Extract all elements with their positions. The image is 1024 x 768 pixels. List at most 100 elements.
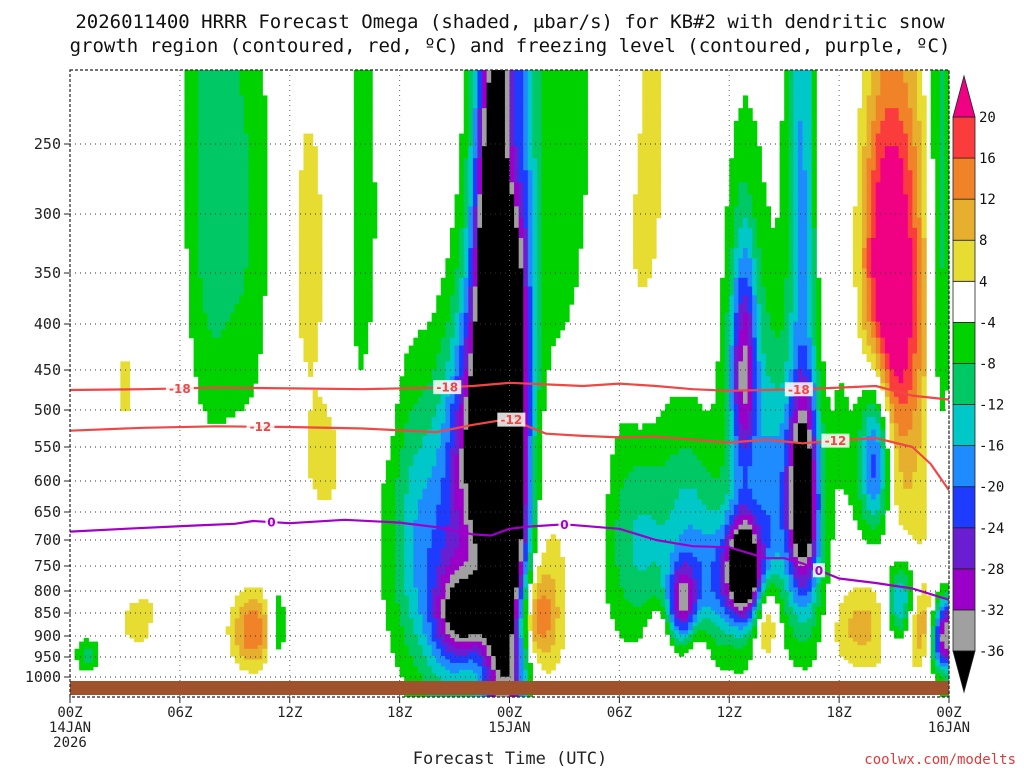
omega-cell [353, 258, 373, 269]
omega-cell [916, 603, 932, 608]
omega-cell [390, 448, 401, 456]
omega-cell [797, 353, 808, 362]
omega-cell [463, 182, 469, 195]
omega-cell [605, 599, 630, 604]
omega-cell [729, 471, 735, 479]
omega-cell [459, 353, 465, 362]
omega-cell [880, 158, 904, 171]
omega-cell [912, 133, 923, 147]
omega-cell [504, 146, 511, 159]
omega-cell [898, 570, 904, 576]
omega-cell [381, 510, 396, 516]
omega-cell [733, 519, 744, 526]
omega-cell [765, 574, 772, 580]
omega-cell [930, 610, 936, 616]
omega-cell [770, 566, 785, 571]
omega-cell [875, 466, 881, 473]
omega-cell [674, 578, 680, 584]
omega-cell [234, 626, 245, 631]
omega-cell [390, 637, 405, 643]
omega-cell [445, 606, 515, 612]
omega-cell [637, 133, 662, 147]
omega-cell [518, 652, 524, 657]
omega-cell [610, 483, 625, 490]
omega-cell [793, 488, 813, 495]
omega-cell [674, 570, 694, 576]
omega-cell [422, 488, 442, 495]
omega-cell [788, 258, 794, 269]
omega-cell [527, 529, 533, 535]
omega-cell [811, 483, 817, 490]
omega-cell [889, 410, 895, 418]
omega-cell [866, 353, 877, 362]
omega-cell [468, 170, 474, 183]
omega-cell [674, 591, 680, 597]
omega-cell [921, 182, 927, 195]
omega-cell [669, 637, 675, 643]
omega-cell [211, 329, 222, 339]
omega-cell [518, 656, 524, 661]
omega-cell [738, 182, 749, 195]
omega-cell [825, 561, 831, 567]
omega-cell [459, 182, 465, 195]
omega-cell [729, 353, 735, 362]
omega-cell [912, 483, 927, 490]
omega-cell [514, 182, 520, 195]
omega-cell [930, 614, 936, 619]
omega-cell [797, 369, 804, 377]
omega-cell [939, 648, 949, 654]
omega-cell [536, 353, 543, 362]
omega-cell [276, 645, 282, 650]
omega-cell [761, 548, 767, 554]
omega-cell [765, 566, 772, 571]
omega-cell [724, 574, 730, 580]
omega-cell [733, 277, 740, 288]
omega-cell [944, 656, 949, 661]
omega-cell [852, 206, 863, 219]
omega-cell [807, 345, 813, 355]
omega-cell [765, 583, 772, 589]
omega-cell [413, 626, 424, 631]
omega-cell [678, 583, 689, 589]
omega-cell [459, 158, 465, 171]
omega-cell [747, 519, 753, 526]
omega-cell [674, 606, 680, 612]
omega-cell [724, 519, 730, 526]
omega-cell [857, 460, 863, 467]
omega-cell [472, 369, 524, 377]
omega-cell [939, 82, 946, 97]
omega-cell [793, 534, 813, 540]
omega-cell [605, 534, 616, 540]
omega-cell [358, 345, 369, 355]
omega-cell [724, 603, 730, 608]
omega-cell [454, 353, 460, 362]
omega-cell [733, 534, 753, 540]
omega-cell [482, 133, 488, 147]
omega-cell [459, 258, 465, 269]
omega-cell [710, 566, 721, 571]
omega-cell [413, 539, 433, 545]
omega-cell [939, 618, 946, 623]
omega-cell [665, 622, 671, 627]
omega-cell [710, 570, 721, 576]
omega-cell [761, 587, 767, 593]
omega-cell [518, 227, 524, 239]
omega-cell [912, 641, 918, 646]
omega-cell [523, 361, 529, 370]
omega-cell [793, 277, 799, 288]
omega-cell [738, 312, 744, 323]
omega-cell [752, 369, 758, 377]
omega-cell [784, 416, 790, 424]
omega-cell [518, 630, 524, 635]
omega-cell [729, 429, 735, 437]
omega-cell [916, 182, 923, 195]
omega-cell [862, 488, 868, 495]
omega-cell [871, 82, 881, 97]
omega-cell [692, 552, 717, 558]
omega-cell [486, 645, 492, 650]
omega-cell [262, 641, 268, 646]
omega-cell [230, 606, 240, 612]
omega-cell [468, 524, 474, 531]
omega-cell [825, 504, 836, 511]
omega-cell [189, 268, 199, 279]
